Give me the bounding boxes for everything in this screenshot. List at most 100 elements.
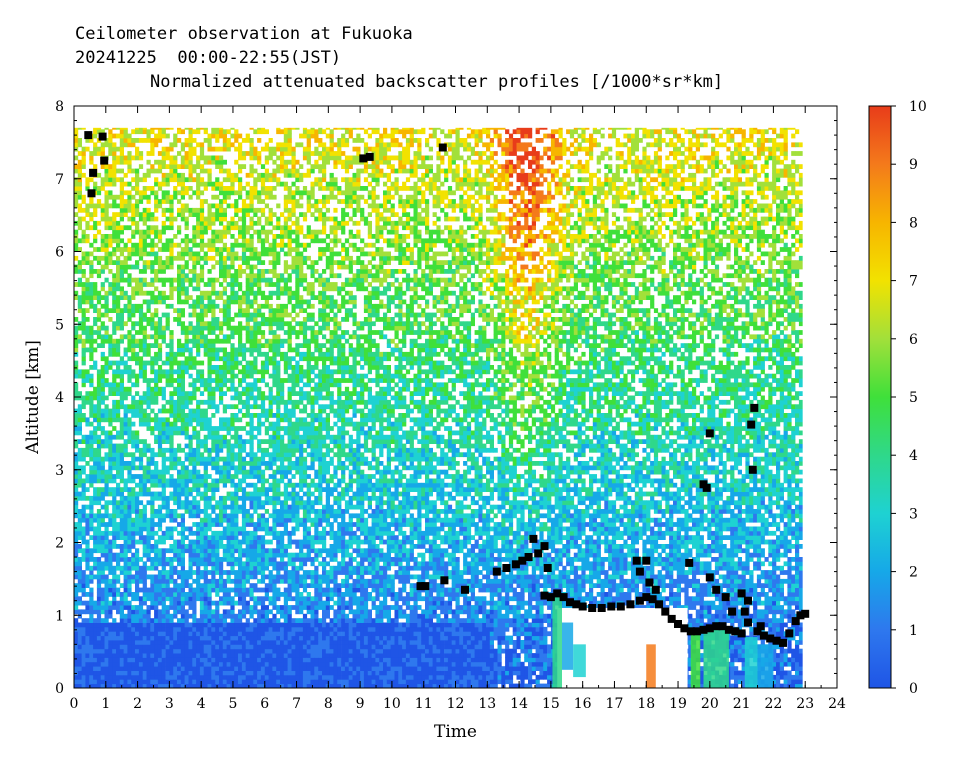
heat-cell [211, 561, 216, 567]
heat-cell [264, 644, 269, 650]
heat-cell [146, 399, 151, 405]
heat-cell [203, 168, 208, 174]
heat-cell [123, 417, 128, 423]
heat-cell [180, 365, 185, 370]
heat-cell [260, 487, 266, 492]
heat-cell [241, 312, 247, 318]
heat-cell [116, 530, 121, 536]
heat-cell [257, 517, 262, 523]
heat-cell [249, 382, 254, 388]
heat-cell [138, 325, 144, 331]
heat-cell [207, 618, 212, 623]
heat-cell [264, 146, 269, 152]
heat-cell [108, 408, 113, 414]
heat-cell [211, 557, 216, 562]
heat-cell [234, 548, 239, 554]
heat-cell [74, 474, 79, 479]
heat-cell [215, 452, 220, 458]
heat-cell [249, 465, 254, 471]
heat-cell [112, 378, 117, 383]
heat-cell [165, 238, 170, 244]
heat-cell [268, 172, 273, 178]
heat-cell [196, 251, 201, 257]
heat-cell [199, 683, 205, 689]
heat-cell [150, 526, 155, 532]
heat-cell [230, 661, 235, 667]
heat-cell [77, 151, 82, 156]
heat-cell [173, 674, 178, 680]
heat-cell [104, 295, 109, 300]
heat-cell [264, 605, 269, 610]
heat-cell [260, 408, 266, 414]
heat-cell [188, 321, 193, 327]
heat-cell [211, 413, 216, 418]
heat-cell [199, 146, 205, 152]
heat-cell [154, 225, 159, 231]
heat-cell [245, 548, 250, 554]
heat-cell [203, 679, 208, 685]
heat-cell [211, 587, 216, 593]
heat-cell [154, 469, 159, 475]
heat-cell [211, 661, 216, 667]
heat-cell [245, 347, 250, 353]
heat-cell [81, 548, 86, 554]
heat-cell [154, 190, 159, 196]
heat-cell [119, 404, 124, 410]
heat-cell [146, 574, 151, 580]
heat-cell [135, 190, 140, 196]
heat-cell [249, 151, 254, 156]
heat-cell [150, 461, 155, 466]
heat-cell [85, 299, 90, 305]
heat-cell [249, 203, 254, 209]
heat-cell [211, 308, 216, 313]
heat-cell [177, 369, 182, 375]
heat-cell [123, 526, 128, 532]
heat-cell [112, 666, 117, 671]
heat-cell [108, 190, 113, 196]
heat-cell [234, 443, 239, 449]
heat-cell [192, 495, 197, 501]
heat-cell [177, 640, 182, 645]
heat-cell [188, 207, 193, 213]
heat-cell [184, 155, 189, 161]
heat-cell [207, 347, 212, 353]
heat-cell [184, 238, 189, 244]
heat-cell [188, 605, 193, 610]
heat-cell [268, 526, 273, 532]
heat-cell [93, 544, 98, 549]
heat-cell [253, 347, 258, 353]
heat-cell [142, 413, 147, 418]
heat-cell [184, 613, 189, 619]
heat-cell [127, 151, 132, 156]
heat-cell [180, 530, 185, 536]
heat-cell [146, 653, 151, 658]
heat-cell [268, 600, 273, 606]
heat-cell [245, 181, 250, 187]
heat-cell [154, 295, 159, 300]
heat-cell [77, 264, 82, 270]
heat-cell [222, 609, 227, 615]
heat-cell [173, 526, 178, 532]
heat-cell [146, 469, 151, 475]
heat-cell [119, 495, 124, 501]
heat-cell [268, 618, 273, 623]
heat-cell [230, 317, 235, 322]
heat-cell [203, 596, 208, 602]
heat-cell [264, 282, 269, 287]
heat-cell [272, 574, 277, 580]
heat-cell [116, 273, 121, 279]
heat-cell [169, 159, 174, 165]
heat-cell [234, 129, 239, 135]
heat-cell [161, 557, 166, 562]
heat-cell [207, 487, 212, 492]
heat-cell [108, 583, 113, 588]
heat-cell [241, 260, 247, 265]
heat-cell [104, 177, 109, 183]
heat-cell [81, 631, 86, 637]
heat-cell [173, 495, 178, 501]
heat-cell [96, 426, 102, 431]
heat-cell [96, 609, 102, 615]
heat-cell [199, 456, 205, 462]
heat-cell [230, 426, 235, 431]
heat-cell [203, 644, 208, 650]
